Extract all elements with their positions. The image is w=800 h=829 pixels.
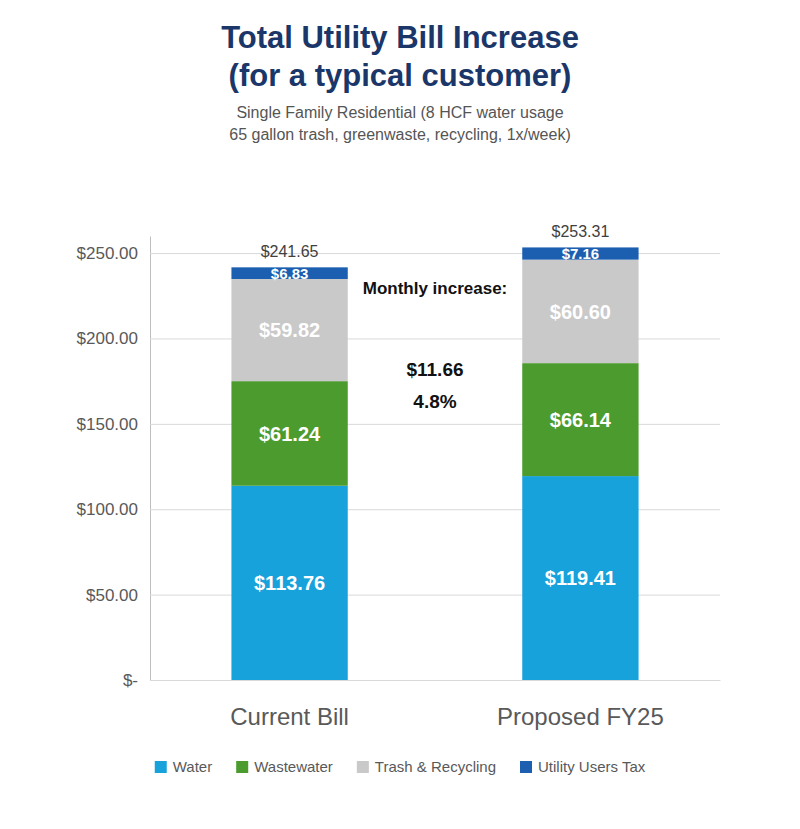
legend-item: Water: [155, 758, 212, 775]
subtitle: 65 gallon trash, greenwaste, recycling, …: [229, 126, 571, 143]
grid-line: [150, 680, 720, 681]
legend-label: Utility Users Tax: [538, 758, 646, 775]
legend-item: Utility Users Tax: [520, 758, 646, 775]
bars: [231, 247, 638, 680]
legend-label: Water: [173, 758, 212, 775]
x-tick-label: Proposed FY25: [497, 703, 664, 730]
annotation: 4.8%: [413, 391, 456, 412]
legend-item: Wastewater: [236, 758, 333, 775]
data-label: $7.16: [562, 245, 600, 262]
annotation: Monthly increase:: [363, 279, 508, 298]
data-label: $66.14: [550, 409, 612, 431]
x-tick: Proposed FY25: [497, 680, 664, 730]
data-label: $6.83: [271, 265, 309, 282]
annotation: $11.66: [406, 359, 463, 380]
legend-item: Trash & Recycling: [357, 758, 496, 775]
legend-swatch: [357, 761, 369, 773]
y-tick-label: $100.00: [77, 500, 138, 519]
legend-swatch: [520, 761, 532, 773]
title: Total Utility Bill Increase: [221, 20, 579, 55]
y-tick-label: $50.00: [86, 586, 138, 605]
bar-segment: [522, 363, 638, 476]
y-tick-label: $250.00: [77, 244, 138, 263]
data-label: $61.24: [259, 423, 321, 445]
x-tick-label: Current Bill: [230, 703, 349, 730]
data-labels: $113.76 $119.41 $61.24 $66.14 $59.82 $60.60 $6…: [254, 223, 616, 594]
y-axis: $- $50.00 $100.00 $150.00 $200.00 $250.00: [77, 237, 720, 690]
legend: Water Wastewater Trash & Recycling Utility …: [155, 758, 646, 775]
data-label: $60.60: [550, 301, 611, 323]
bar-segment: [231, 486, 347, 680]
y-axis-line: [150, 237, 151, 681]
data-label: $113.76: [254, 572, 325, 594]
y-tick-label: $-: [123, 671, 138, 690]
total-label: $253.31: [551, 223, 609, 240]
legend-label: Wastewater: [254, 758, 333, 775]
bar-segment: [231, 381, 347, 486]
data-label: $59.82: [259, 319, 320, 341]
bar-segment: [522, 260, 638, 363]
y-tick-label: $150.00: [77, 415, 138, 434]
legend-swatch: [155, 761, 167, 773]
x-axis-line: [151, 680, 721, 681]
data-label: $119.41: [545, 567, 616, 589]
legend-label: Trash & Recycling: [375, 758, 496, 775]
y-tick-label: $200.00: [77, 329, 138, 348]
title: (for a typical customer): [229, 58, 572, 93]
chart: Total Utility Bill Increase(for a typica…: [0, 0, 800, 829]
total-label: $241.65: [261, 243, 319, 260]
subtitle: Single Family Residential (8 HCF water u…: [236, 104, 563, 121]
x-tick: Current Bill: [230, 680, 349, 730]
x-axis: Current Bill Proposed FY25: [151, 680, 721, 730]
bar-segment: [231, 279, 347, 381]
bar-segment: [522, 476, 638, 680]
legend-swatch: [236, 761, 248, 773]
